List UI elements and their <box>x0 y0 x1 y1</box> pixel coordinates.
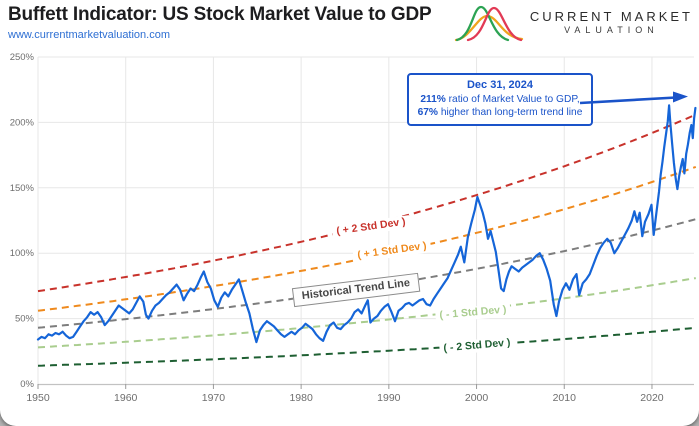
market-value-to-gdp-line <box>36 104 697 344</box>
x-axis-tick-label: 1960 <box>114 392 138 404</box>
historical-trend-line-line <box>37 218 697 329</box>
annotation-ratio-line: 211% ratio of Market Value to GDP, <box>420 94 580 105</box>
header: Buffett Indicator: US Stock Market Value… <box>8 4 432 41</box>
y-axis-tick-label: 150% <box>10 183 35 194</box>
x-axis-tick-label: 1950 <box>26 392 50 404</box>
annotation-date: Dec 31, 2024 <box>466 79 534 91</box>
x-axis-tick-label: 2010 <box>553 392 577 404</box>
logo-text-primary: CURRENT MARKET <box>529 9 693 24</box>
annotation-trend-line: 67% higher than long-term trend line <box>417 107 583 118</box>
logo-text: CURRENT MARKET VALUATION <box>530 9 693 35</box>
minus-2-std-dev-line <box>37 326 696 367</box>
logo-text-secondary: VALUATION <box>564 25 659 35</box>
plus-1-std-dev-line <box>37 165 697 312</box>
page-title: Buffett Indicator: US Stock Market Value… <box>8 4 432 25</box>
x-axis-tick-label: 2020 <box>640 392 664 404</box>
annotation-callout: Dec 31, 2024 211% ratio of Market Value … <box>407 73 593 126</box>
y-axis-tick-label: 50% <box>15 314 35 325</box>
x-axis-tick-label: 1970 <box>202 392 226 404</box>
x-axis-tick-label: 1990 <box>377 392 401 404</box>
website-link[interactable]: www.currentmarketvaluation.com <box>8 29 171 41</box>
bell-curves-icon <box>454 5 524 42</box>
y-axis-tick-label: 0% <box>20 379 34 390</box>
current-market-valuation-logo: CURRENT MARKET VALUATION <box>454 2 693 42</box>
y-axis-tick-label: 250% <box>10 52 35 63</box>
minus-1-std-dev-line <box>37 277 696 349</box>
x-axis-tick-label: 1980 <box>289 392 313 404</box>
y-axis-tick-label: 200% <box>10 117 35 128</box>
y-axis-tick-label: 100% <box>10 248 35 259</box>
plus-2-std-dev-line <box>37 113 697 293</box>
x-axis-tick-label: 2000 <box>465 392 489 404</box>
